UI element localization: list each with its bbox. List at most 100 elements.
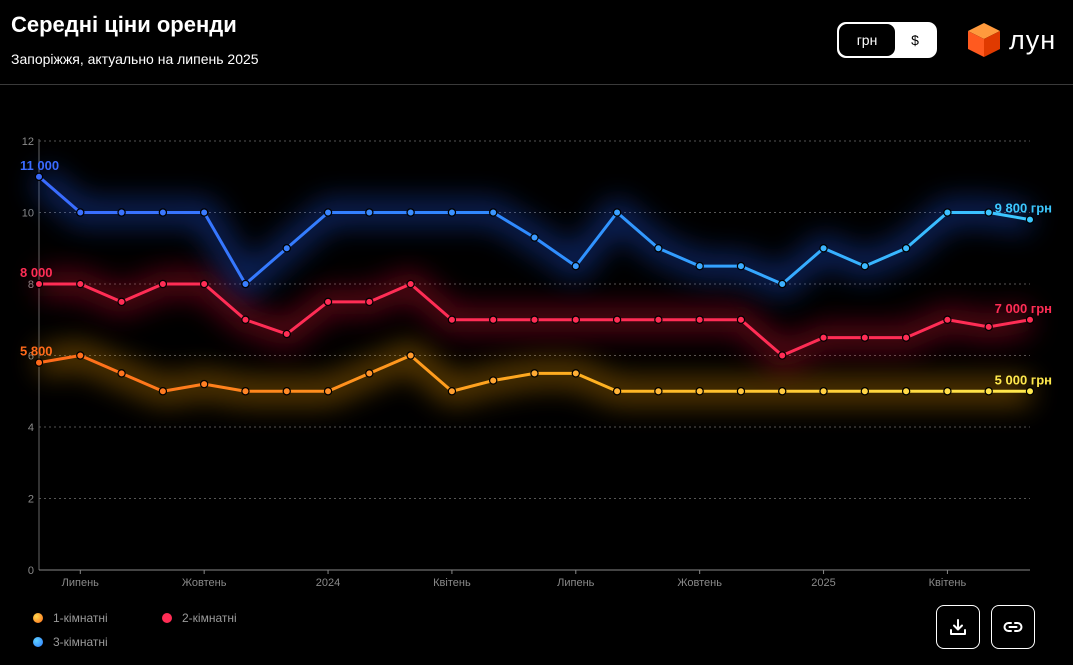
x-tick-label: 2024 [316,577,340,589]
data-point-2-room [736,315,746,324]
y-tick-label: 8 [28,279,34,291]
data-point-3-room [736,261,746,271]
data-point-1-room [76,351,85,360]
data-point-3-room [199,208,209,217]
legend-label-3-room: 3-кімнатні [53,635,108,649]
data-point-3-room [117,208,126,217]
data-point-1-room [489,376,498,385]
data-point-3-room [695,261,704,271]
data-point-1-room [365,369,374,378]
data-point-2-room [76,279,85,289]
copy-link-button[interactable] [991,605,1035,649]
currency-usd-button[interactable]: $ [911,32,919,48]
data-point-1-room [1025,387,1035,396]
data-point-1-room [241,387,250,396]
data-point-1-room [571,369,580,378]
data-point-3-room [323,208,333,217]
y-tick-label: 4 [28,422,34,434]
data-point-3-room [282,244,291,253]
data-point-1-room [612,387,622,396]
data-point-3-room [654,244,663,253]
data-point-1-room [901,387,911,396]
data-point-2-room [695,315,704,324]
data-point-2-room [282,329,291,339]
data-point-2-room [984,322,993,332]
y-tick-label: 6 [28,351,34,363]
data-point-1-room [943,387,952,396]
download-button[interactable] [936,605,980,649]
data-point-2-room [406,279,415,289]
cube-logo-icon [968,23,1000,57]
data-point-2-room [901,333,911,342]
data-point-2-room [199,279,209,289]
data-point-2-room [819,333,828,342]
data-point-1-room [530,369,539,378]
chart-subtitle: Запоріжжя, актуально на липень 2025 [11,51,259,67]
data-point-1-room [778,387,787,396]
data-point-1-room [323,387,333,396]
data-point-3-room [365,208,374,217]
data-point-1-room [736,387,746,396]
data-point-3-room [34,172,44,181]
data-point-3-room [447,208,457,217]
data-point-2-room [158,279,168,289]
data-point-2-room [323,297,333,307]
data-point-1-room [860,387,870,396]
data-point-2-room [34,279,44,289]
chart-title: Середні ціни оренди [11,12,237,37]
legend-item-3-room[interactable]: 3-кімнатні [33,635,108,649]
series-glow-3-room [30,166,1033,297]
data-point-1-room [117,369,126,378]
legend-dot-3-room [33,637,43,647]
data-point-2-room [530,315,539,324]
data-point-2-room [943,315,952,324]
data-point-1-room [282,387,291,396]
y-tick-label: 10 [22,208,34,220]
x-tick-label: Квітень [433,577,471,589]
data-point-1-room [984,387,993,396]
legend-label-1-room: 1-кімнатні [53,611,108,625]
currency-toggle[interactable]: грн $ [837,22,937,58]
logo-text: лун [1009,24,1057,55]
legend-label-2-room: 2-кімнатні [182,611,237,625]
legend-item-1-room[interactable]: 1-кімнатні [33,611,108,625]
y-tick-label: 12 [22,136,34,148]
data-point-2-room [447,315,457,324]
data-point-3-room [819,244,828,253]
data-point-2-room [612,315,622,324]
data-point-1-room [158,387,168,396]
link-icon [1003,622,1023,632]
data-point-3-room [158,208,168,217]
data-point-2-room [571,315,580,324]
end-value-label-3-room: 9 800 грн [995,201,1052,216]
data-point-1-room [695,387,704,396]
x-tick-label: Жовтень [677,577,722,589]
data-point-2-room [778,351,787,360]
price-line-chart: 0 2 4 6 8 10 12 Липень Жовтень 2024 Квітень Липень Ж… [20,136,1052,589]
data-point-1-room [406,351,415,360]
lun-logo[interactable]: лун [967,22,1056,58]
data-point-3-room [241,279,250,289]
data-point-2-room [860,333,870,342]
data-point-2-room [365,297,374,307]
end-value-label-1-room: 5 000 грн [995,372,1052,387]
x-tick-label: Квітень [929,577,967,589]
data-point-3-room [489,208,498,217]
data-point-3-room [778,279,787,289]
data-point-3-room [860,261,870,271]
data-point-1-room [447,387,457,396]
start-value-label-1-room: 5 800 [20,344,53,359]
x-tick-label: Жовтень [182,577,227,589]
start-value-label-3-room: 11 000 [20,158,59,173]
legend-item-2-room[interactable]: 2-кімнатні [162,611,237,625]
data-point-1-room [199,379,209,389]
legend-dot-2-room [162,613,172,623]
data-point-2-room [1025,315,1035,324]
data-point-2-room [117,297,126,307]
chart-header: Середні ціни оренди Запоріжжя, актуально… [0,0,1073,85]
data-point-3-room [571,261,580,271]
x-tick-label: Липень [557,577,595,589]
data-point-3-room [530,233,539,242]
legend-dot-1-room [33,613,43,623]
currency-uah-button[interactable]: грн [839,24,895,56]
